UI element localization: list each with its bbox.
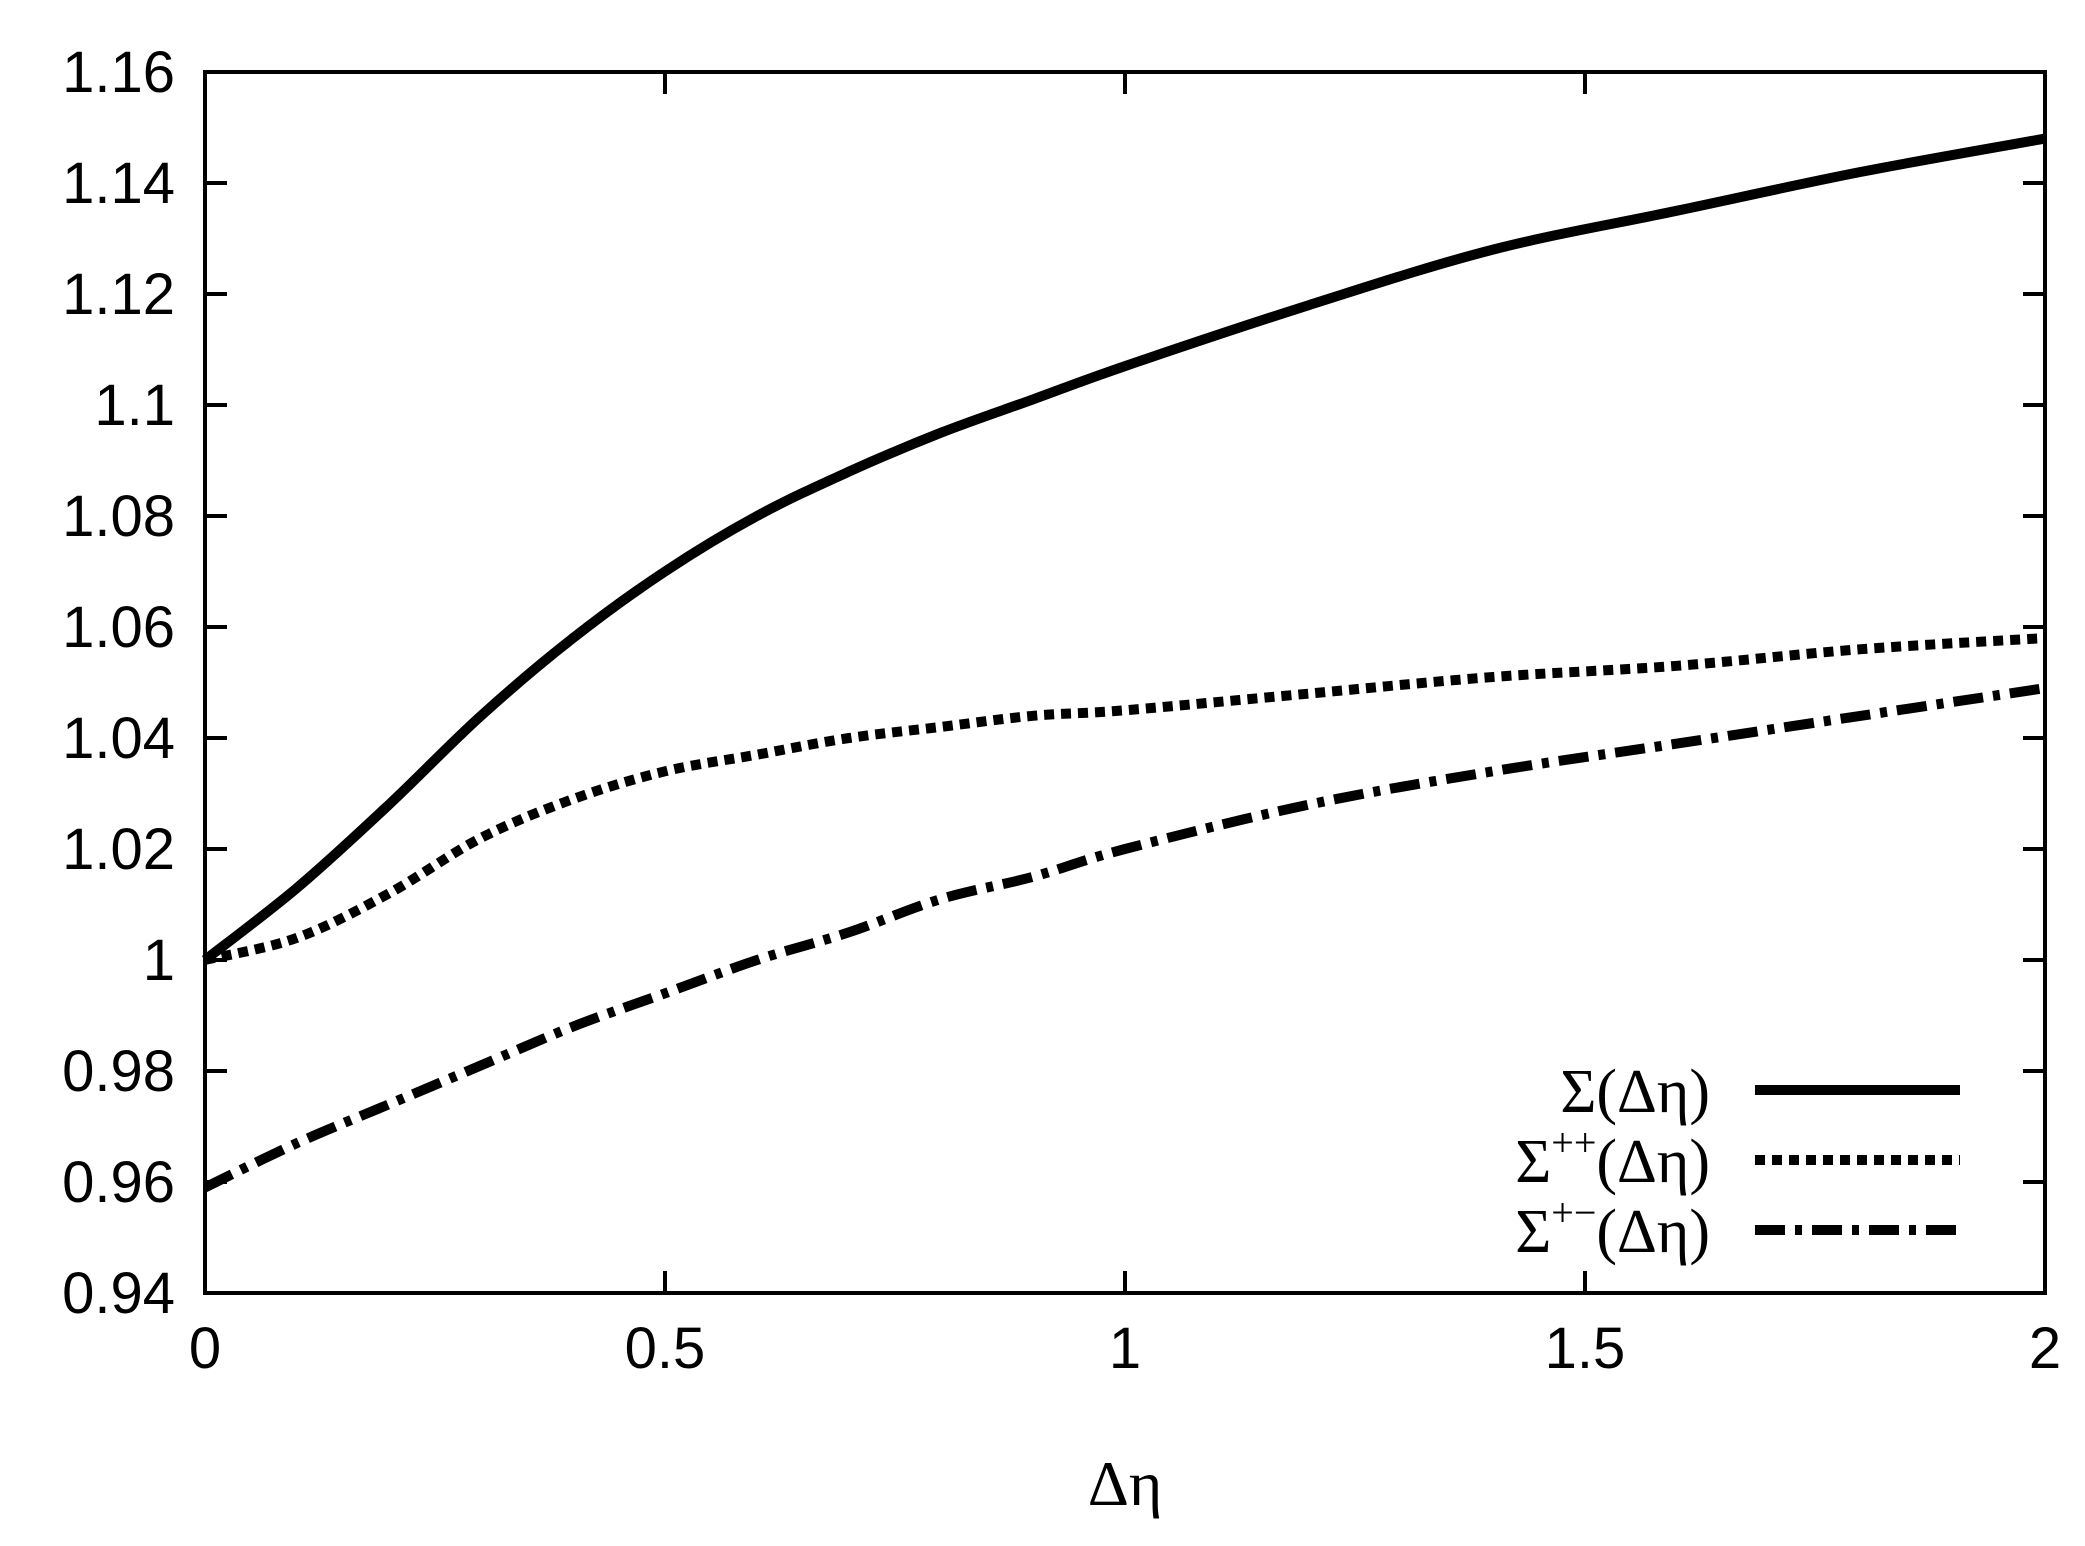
x-tick-label: 1.5: [1545, 1316, 1626, 1381]
y-tick-label: 1.06: [62, 595, 175, 660]
x-tick-label: 0: [189, 1316, 221, 1381]
y-tick-label: 0.96: [62, 1150, 175, 1215]
series-line-dash-dot: [202, 683, 2046, 1193]
y-tick-label: 1.1: [94, 373, 175, 438]
x-tick-label: 2: [2029, 1316, 2061, 1381]
y-tick-label: 1.14: [62, 151, 175, 216]
x-axis-title: Δη: [1088, 1448, 1163, 1519]
tick-labels: 0 0.5 1 1.5 2 0.94 0.96 0.98 1 1.02 1.04 1.06 1.08 1.…: [62, 40, 2061, 1381]
ticks-layer: [203, 70, 2047, 1295]
y-tick-label: 0.94: [62, 1261, 175, 1326]
series-line-dotted: [203, 633, 2046, 965]
series-line-solid: [201, 133, 2046, 964]
y-tick-label: 1: [143, 928, 175, 993]
y-tick-label: 1.02: [62, 817, 175, 882]
legend-label: Σ(Δη): [1560, 1058, 1710, 1126]
legend-label: Σ+−(Δη): [1515, 1190, 1710, 1266]
y-tick-label: 1.08: [62, 484, 175, 549]
legend: Σ(Δη)Σ++(Δη)Σ+−(Δη): [1515, 1058, 1960, 1266]
x-tick-label: 0.5: [625, 1316, 706, 1381]
y-tick-label: 1.12: [62, 262, 175, 327]
legend-label: Σ++(Δη): [1515, 1120, 1710, 1196]
series-layer: [201, 133, 2046, 1193]
y-tick-label: 1.16: [62, 40, 175, 105]
y-tick-label: 0.98: [62, 1039, 175, 1104]
y-tick-label: 1.04: [62, 706, 175, 771]
plot-frame: [203, 70, 2047, 1295]
x-tick-label: 1: [1109, 1316, 1141, 1381]
